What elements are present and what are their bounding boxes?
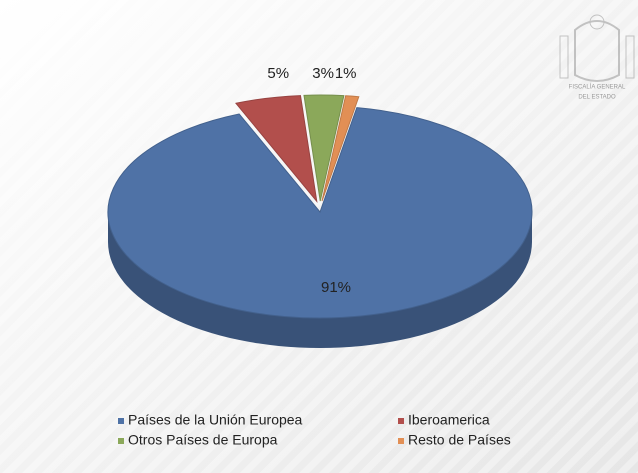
logo-text: DEL ESTADO (578, 95, 616, 101)
legend-label: Iberoamerica (408, 412, 490, 428)
data-label: 5% (267, 65, 289, 82)
pie-slice (107, 107, 533, 319)
legend-marker (118, 438, 124, 444)
legend-label: Países de la Unión Europea (128, 412, 303, 428)
logo-text: FISCALÍA GENERAL (569, 84, 626, 91)
legend-label: Otros Países de Europa (128, 432, 278, 448)
legend-marker (118, 418, 124, 424)
pie-slice (235, 95, 318, 204)
legend-label: Resto de Países (408, 432, 511, 448)
legend: Países de la Unión Europea Iberoamerica Ot… (118, 412, 511, 448)
logo (559, 14, 635, 82)
data-label: 1% (335, 65, 357, 82)
pie: 91% 5% 3% 1% (107, 65, 533, 348)
pie-slice (321, 95, 360, 202)
pie-slice (303, 94, 345, 202)
data-label: 91% (321, 279, 351, 296)
legend-marker (398, 418, 404, 424)
pie-side (108, 212, 532, 348)
legend-marker (398, 438, 404, 444)
data-label: 3% (312, 65, 334, 82)
